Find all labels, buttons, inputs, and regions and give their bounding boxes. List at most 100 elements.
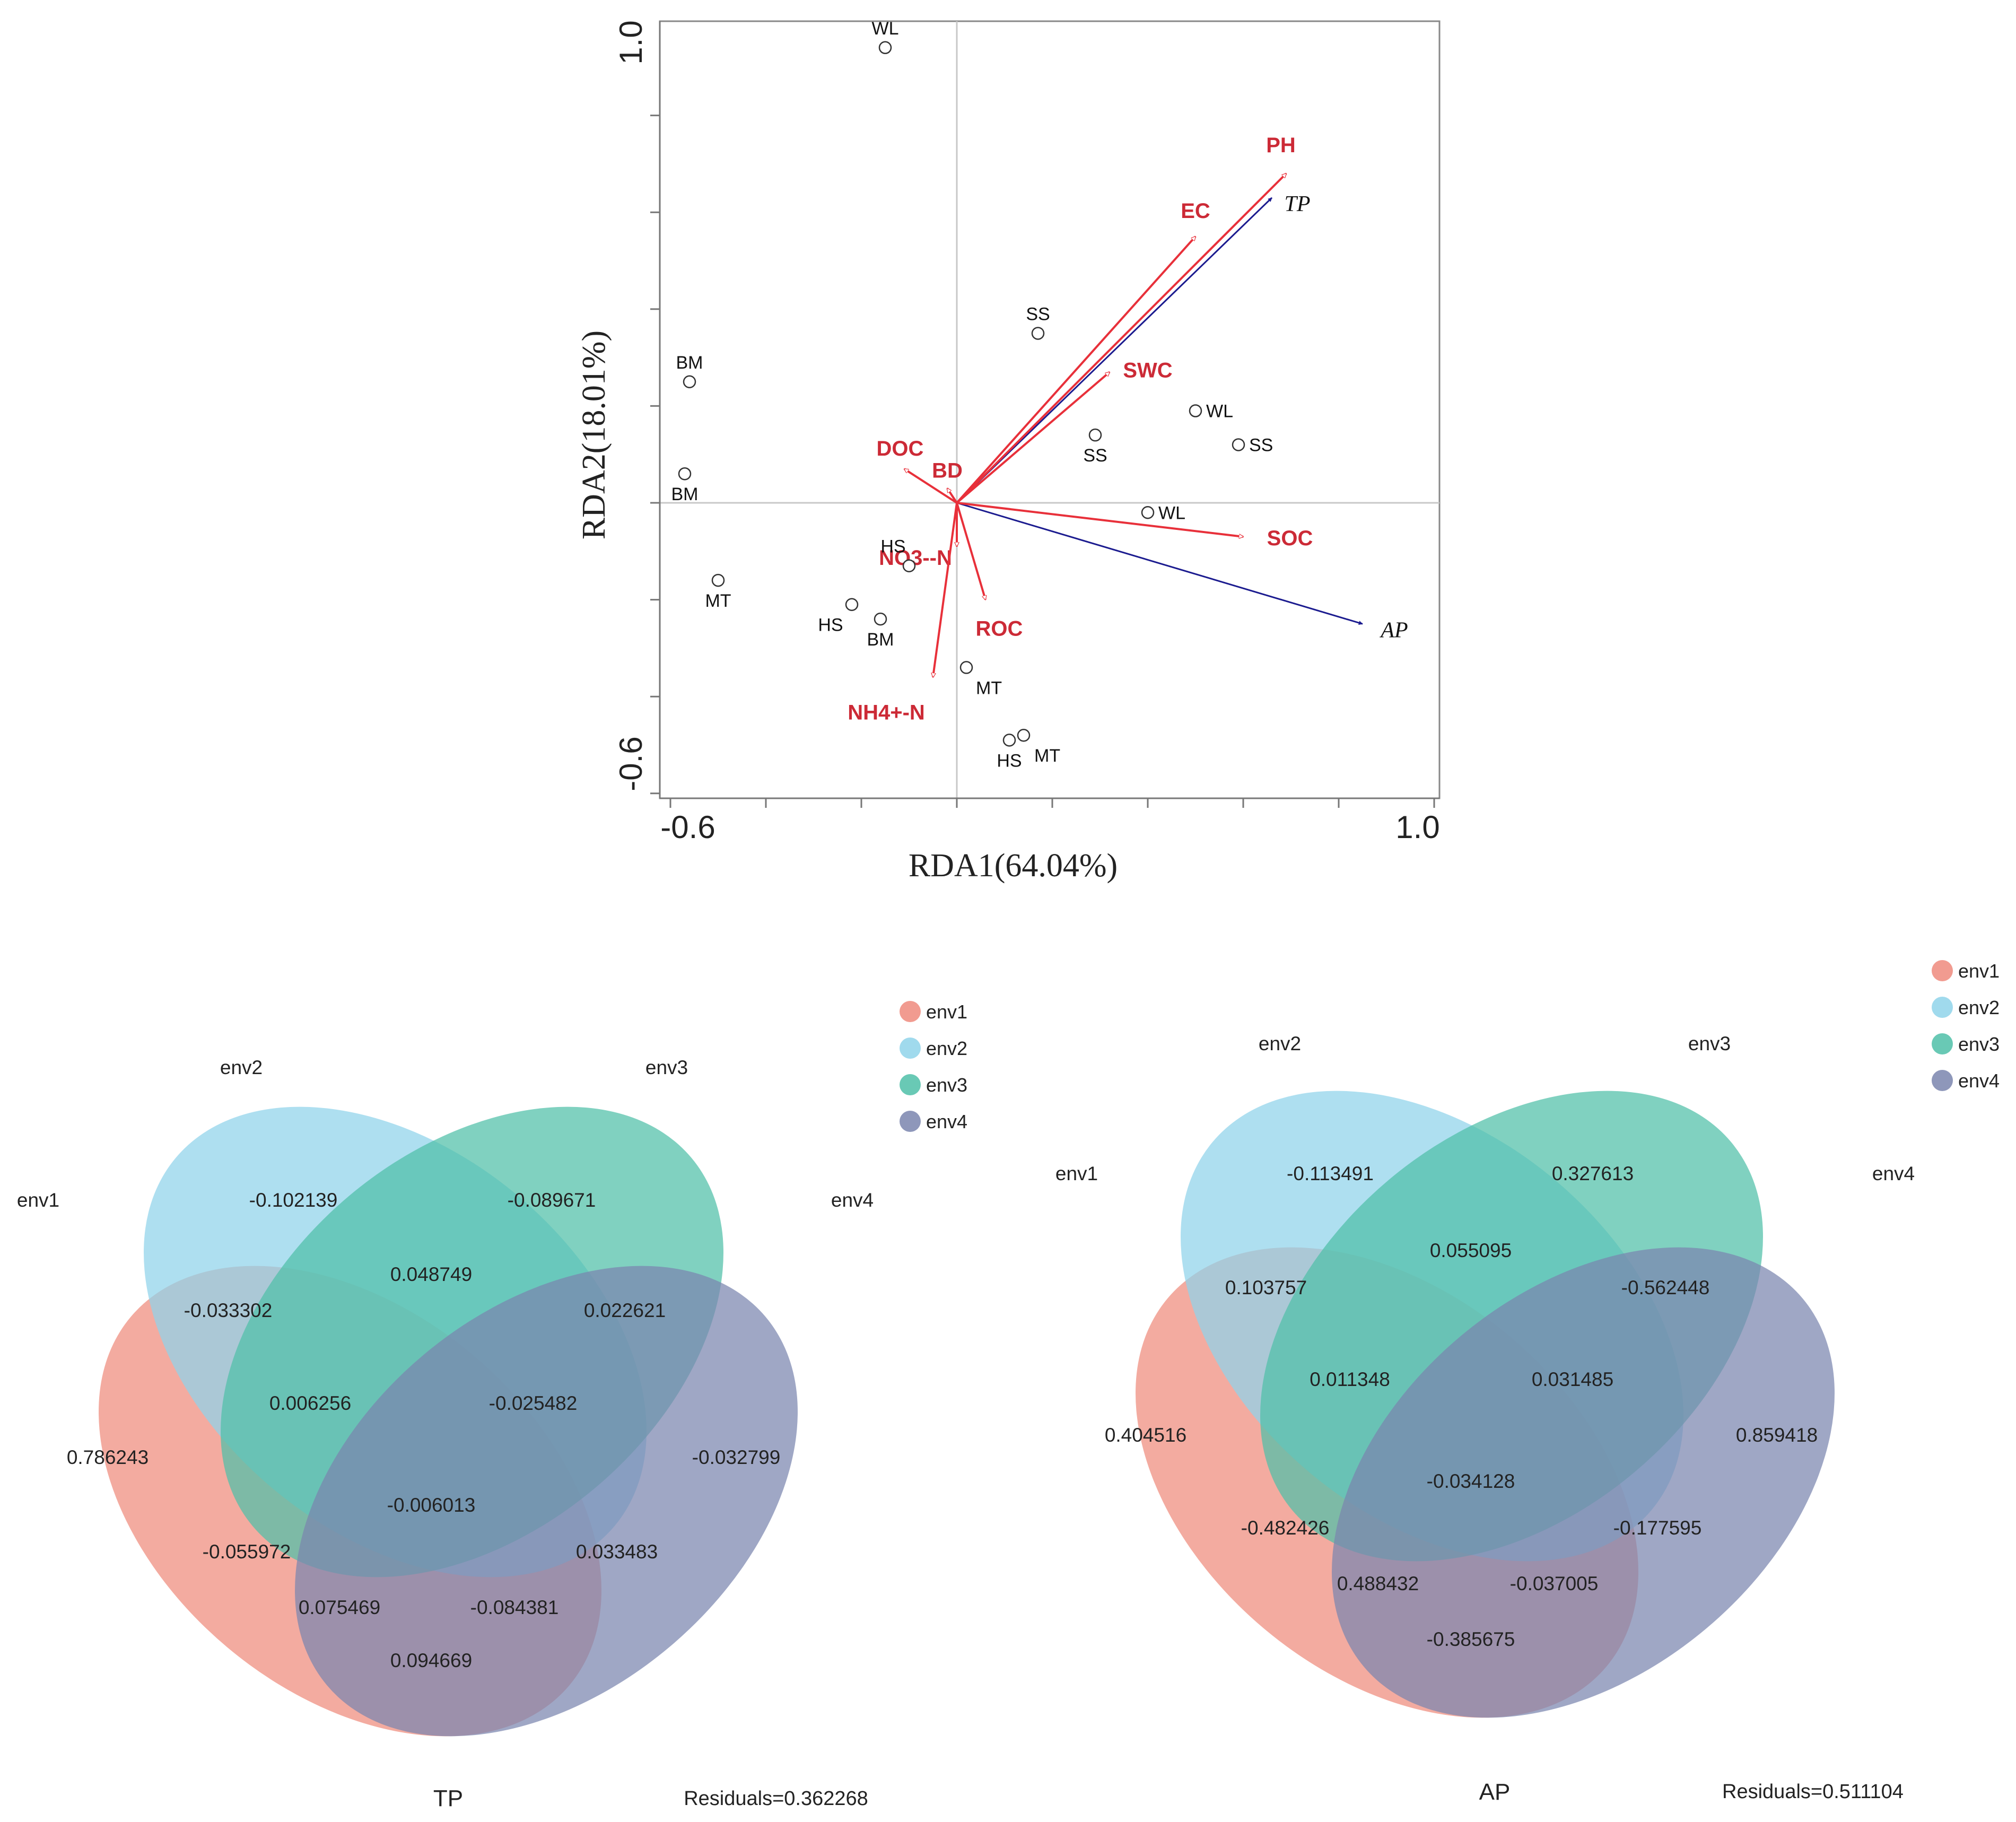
- site-label: SS: [1026, 304, 1050, 324]
- venn-ap-residuals: Residuals=0.511104: [1722, 1781, 1904, 1803]
- venn-region-value: 0.031485: [1532, 1368, 1613, 1390]
- site-point: [902, 559, 916, 572]
- site-label: MT: [705, 591, 731, 611]
- venn-region-value: 0.404516: [1105, 1424, 1186, 1446]
- venn-region-value: -0.033302: [184, 1300, 273, 1321]
- legend-label: env4: [926, 1111, 967, 1132]
- environment-vector-label: NH4+-N: [848, 701, 925, 725]
- legend-swatch: [900, 1038, 921, 1059]
- venn-ellipse-env4: [295, 1266, 798, 1737]
- site-label: WL: [1158, 503, 1185, 523]
- site-label: SS: [1083, 446, 1107, 466]
- environment-vector-arrow: [956, 502, 985, 600]
- legend-label: env3: [926, 1074, 967, 1096]
- environment-vector-arrow: [956, 502, 1243, 537]
- rda-y-tick-max: 1.0: [613, 20, 649, 64]
- legend-label: env3: [1958, 1033, 2000, 1055]
- environment-vector-label: DOC: [877, 437, 924, 460]
- venn-ap-set-labels: env1 env2 env3 env4: [1055, 1033, 1915, 1184]
- site-point: [959, 661, 973, 674]
- venn-ap-region-values: 0.404516 -0.113491 0.327613 0.859418 0.10375…: [1105, 1163, 1818, 1650]
- venn-set-label: env2: [1259, 1033, 1301, 1054]
- venn-set-label: env2: [220, 1057, 263, 1078]
- venn-ap-ellipses: [1136, 1091, 1835, 1718]
- legend-label: env1: [1958, 960, 2000, 982]
- rda-x-tick-marks: [669, 798, 1435, 808]
- environment-vector-arrow: [956, 371, 1110, 504]
- venn-region-value: -0.032799: [692, 1446, 781, 1468]
- environment-vector-arrow: [904, 468, 958, 504]
- venn-set-label: env4: [1872, 1163, 1915, 1184]
- venn-region-value: 0.006256: [269, 1392, 351, 1414]
- species-vector-arrow: [956, 502, 1363, 625]
- venn-region-value: 0.488432: [1337, 1573, 1419, 1594]
- venn-diagram-ap: env1 env2 env3 env4 0.404516 -0.113491 0.3276…: [1055, 960, 2000, 1805]
- site-label: BM: [676, 353, 703, 373]
- venn-region-value: 0.022621: [584, 1300, 666, 1321]
- venn-set-label: env4: [831, 1189, 874, 1211]
- environment-vector-arrow: [956, 237, 1197, 504]
- venn-tp-title: TP: [433, 1785, 463, 1811]
- species-vector-arrow: [956, 197, 1273, 504]
- venn-region-value: 0.859418: [1736, 1424, 1818, 1446]
- site-point: [1189, 404, 1202, 417]
- site-point: [683, 375, 696, 388]
- venn-region-value: -0.084381: [470, 1597, 559, 1618]
- venn-region-value: -0.037005: [1510, 1573, 1599, 1594]
- site-label: SS: [1249, 435, 1273, 455]
- venn-tp-ellipses: [99, 1106, 798, 1737]
- site-point: [1141, 506, 1155, 519]
- environment-vector-label: SWC: [1123, 359, 1172, 382]
- venn-region-value: -0.089671: [508, 1189, 596, 1211]
- site-point: [1031, 327, 1045, 340]
- legend-label: env4: [1958, 1070, 2000, 1092]
- venn-set-label: env1: [1055, 1163, 1098, 1184]
- legend-swatch: [900, 1001, 921, 1022]
- venn-tp-legend: env1 env2 env3 env4: [900, 1001, 967, 1132]
- rda-x-tick-max: 1.0: [1395, 809, 1439, 845]
- site-point: [1232, 438, 1245, 451]
- venn-ellipse-env4: [1332, 1247, 1835, 1718]
- venn-region-value: 0.786243: [67, 1446, 149, 1468]
- venn-set-label: env3: [645, 1057, 688, 1078]
- venn-region-value: 0.327613: [1552, 1163, 1634, 1184]
- venn-region-value: -0.562448: [1621, 1277, 1710, 1298]
- venn-region-value: -0.102139: [249, 1189, 338, 1211]
- legend-swatch: [900, 1074, 921, 1095]
- venn-tp-region-values: 0.786243 -0.102139 -0.089671 -0.032799 -0.03…: [67, 1189, 780, 1671]
- venn-region-value: 0.048749: [390, 1263, 472, 1285]
- venn-region-value: 0.103757: [1225, 1277, 1307, 1298]
- site-points: WL SS BM WL SS SS BM WL HS MT HS BM MT HS MT: [671, 19, 1273, 771]
- site-point: [874, 612, 887, 626]
- venn-set-label: env1: [17, 1189, 59, 1211]
- legend-swatch: [1932, 1033, 1953, 1054]
- legend-label: env1: [926, 1001, 967, 1023]
- venn-region-value: 0.055095: [1430, 1240, 1512, 1261]
- venn-tp-set-labels: env1 env2 env3 env4: [17, 1057, 874, 1211]
- venn-region-value: -0.482426: [1241, 1517, 1330, 1539]
- legend-swatch: [900, 1111, 921, 1132]
- site-point: [878, 41, 892, 55]
- environment-vector-label: SOC: [1267, 527, 1313, 550]
- legend-swatch: [1932, 960, 1953, 981]
- site-point: [1088, 428, 1102, 442]
- species-vector-label: AP: [1379, 618, 1408, 642]
- site-label: HS: [997, 751, 1022, 771]
- venn-region-value: 0.075469: [299, 1597, 380, 1618]
- site-label: BM: [867, 630, 894, 650]
- site-label: MT: [1034, 746, 1060, 766]
- environment-vector-arrow: [956, 173, 1286, 504]
- site-point: [1002, 734, 1016, 747]
- venn-region-value: -0.177595: [1613, 1517, 1702, 1539]
- venn-ap-title: AP: [1479, 1779, 1511, 1805]
- venn-region-value: -0.034128: [1427, 1470, 1515, 1492]
- site-point: [678, 467, 692, 481]
- site-point: [711, 573, 725, 587]
- rda-x-axis-title: RDA1(64.04%): [909, 848, 1118, 884]
- venn-ap-legend: env1 env2 env3 env4: [1932, 960, 2000, 1092]
- rda-y-axis-title: RDA2(18.01%): [576, 330, 612, 539]
- venn-region-value: 0.033483: [576, 1541, 658, 1563]
- environment-vector-label: BD: [932, 459, 963, 483]
- environment-vector-arrow: [946, 489, 958, 504]
